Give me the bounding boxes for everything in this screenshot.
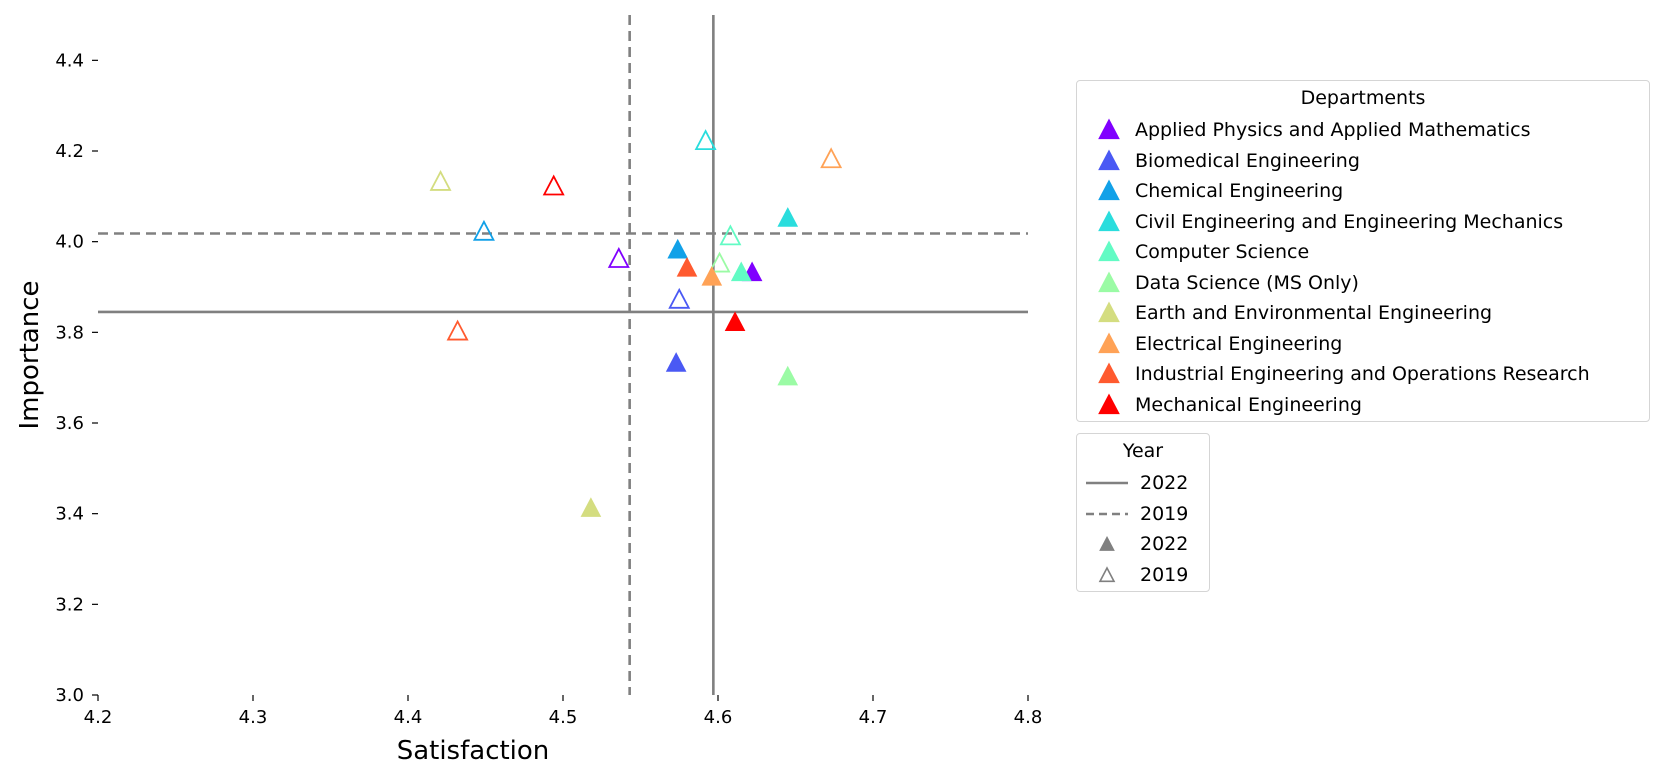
legend-item: Computer Science xyxy=(1095,237,1309,267)
year-legend-item: 2019 xyxy=(1084,560,1188,590)
legend-label: Applied Physics and Applied Mathematics xyxy=(1135,119,1531,141)
legend-label: Biomedical Engineering xyxy=(1135,149,1360,172)
year-legend-marker xyxy=(1098,565,1116,582)
data-point-7-2022 xyxy=(580,497,602,517)
legend-label: Mechanical Engineering xyxy=(1135,393,1362,416)
legend-triangle xyxy=(1098,362,1120,384)
year-legend-marker xyxy=(1099,535,1115,551)
data-point-3-2019 xyxy=(472,219,495,241)
year-legend-item: 2022 xyxy=(1084,468,1188,498)
y-axis-title: Importance xyxy=(15,281,45,430)
data-point-7-2019 xyxy=(429,169,452,191)
legend-triangle xyxy=(1098,210,1120,231)
data-point-1-2019 xyxy=(607,247,630,268)
y-tick-label: 3.0 xyxy=(55,685,84,706)
legend-marker xyxy=(1098,179,1120,201)
year-legend-item: 2022 xyxy=(1084,529,1188,559)
x-tick-label: 4.4 xyxy=(394,707,423,728)
legend-label: Civil Engineering and Engineering Mechan… xyxy=(1135,210,1564,233)
y-tick-label: 3.8 xyxy=(55,322,84,343)
data-point-8-2019 xyxy=(820,147,843,169)
data-point-10-2019 xyxy=(542,174,565,196)
year-legend-label: 2019 xyxy=(1140,563,1189,586)
data-point-5-2022 xyxy=(730,261,752,282)
legend-triangle xyxy=(1098,271,1120,292)
legend-hollow-triangle xyxy=(1098,565,1116,582)
legend-item: Chemical Engineering xyxy=(1095,176,1343,206)
x-tick-label: 4.8 xyxy=(1014,707,1043,728)
x-tick-label: 4.5 xyxy=(549,707,578,728)
year-legend-marker xyxy=(1086,512,1128,515)
data-point-3-2022 xyxy=(667,238,689,259)
legend-triangle xyxy=(1098,301,1120,323)
data-point-9-2022 xyxy=(676,256,698,277)
data-point-6-2019 xyxy=(708,251,731,273)
data-point-9-2019 xyxy=(446,319,469,341)
data-points xyxy=(429,129,843,517)
legend-label: Data Science (MS Only) xyxy=(1135,271,1359,294)
legend-item: Applied Physics and Applied Mathematics xyxy=(1095,115,1530,145)
y-tick-label: 4.2 xyxy=(55,141,84,162)
legend-label: Industrial Engineering and Operations Re… xyxy=(1135,363,1590,385)
legend-triangle xyxy=(1098,179,1120,201)
year-legend-item: 2019 xyxy=(1084,499,1188,529)
legend-item: Data Science (MS Only) xyxy=(1095,268,1359,298)
legend-marker xyxy=(1098,332,1120,353)
year-legend-marker xyxy=(1086,481,1128,485)
x-tick-label: 4.2 xyxy=(84,707,113,728)
legend-item: Earth and Environmental Engineering xyxy=(1095,298,1492,328)
y-tick-label: 4.0 xyxy=(55,232,84,253)
legend-label: Computer Science xyxy=(1135,241,1310,263)
data-point-2-2019 xyxy=(668,287,691,309)
y-tick-label: 3.2 xyxy=(55,594,84,615)
legend-item: Biomedical Engineering xyxy=(1095,146,1360,176)
data-point-6-2022 xyxy=(777,365,799,386)
legend-triangle xyxy=(1098,393,1120,414)
year-legend-title: Year xyxy=(1122,440,1164,462)
data-point-4-2019 xyxy=(694,129,717,151)
x-tick-label: 4.6 xyxy=(704,707,733,728)
y-tick-label: 4.4 xyxy=(55,50,84,71)
x-axis-title: Satisfaction xyxy=(397,736,550,766)
legend-item: Industrial Engineering and Operations Re… xyxy=(1095,359,1590,389)
legend-marker xyxy=(1098,149,1120,170)
legend-triangle xyxy=(1098,118,1120,140)
legend-triangle xyxy=(1098,240,1120,262)
data-point-4-2022 xyxy=(777,207,799,227)
legend-item: Electrical Engineering xyxy=(1095,329,1342,359)
axes-layer: 4.2 4.3 4.4 4.5 4.6 4.7 4.8 3.0 3.2 3.4 3.6 3.8 4.0 4… xyxy=(55,50,1042,728)
legend-triangle xyxy=(1098,332,1120,353)
year-legend-label: 2019 xyxy=(1140,502,1189,525)
year-legend: Year 2022 2019 2022 2019 xyxy=(1076,433,1210,592)
legend-item: Mechanical Engineering xyxy=(1095,390,1362,420)
legend-marker xyxy=(1098,240,1120,262)
legend-marker xyxy=(1098,271,1120,292)
y-tick-label: 3.4 xyxy=(55,504,84,525)
legend-marker xyxy=(1098,210,1120,231)
legend-filled-triangle xyxy=(1099,535,1115,551)
y-tick-label: 3.6 xyxy=(55,413,84,434)
data-point-10-2022 xyxy=(724,311,746,331)
departments-legend-title: Departments xyxy=(1300,87,1426,109)
x-tick-label: 4.7 xyxy=(859,707,888,728)
year-legend-label: 2022 xyxy=(1140,533,1189,555)
x-tick-label: 4.3 xyxy=(239,707,268,728)
legend-label: Earth and Environmental Engineering xyxy=(1135,302,1493,324)
legend-marker xyxy=(1098,118,1120,140)
legend-item: Civil Engineering and Engineering Mechan… xyxy=(1095,207,1563,237)
legend-label: Chemical Engineering xyxy=(1135,180,1344,202)
reference-lines xyxy=(98,15,1028,695)
legend-marker xyxy=(1098,301,1120,323)
departments-legend: Departments Applied Physics and Applied … xyxy=(1076,80,1650,422)
legend-marker xyxy=(1098,393,1120,414)
data-point-8-2022 xyxy=(701,266,723,286)
data-point-5-2019 xyxy=(719,224,742,246)
legend-marker xyxy=(1098,362,1120,384)
legend-triangle xyxy=(1098,149,1120,170)
year-legend-label: 2022 xyxy=(1140,472,1189,494)
data-point-2-2022 xyxy=(665,352,687,372)
legend-label: Electrical Engineering xyxy=(1135,332,1343,355)
